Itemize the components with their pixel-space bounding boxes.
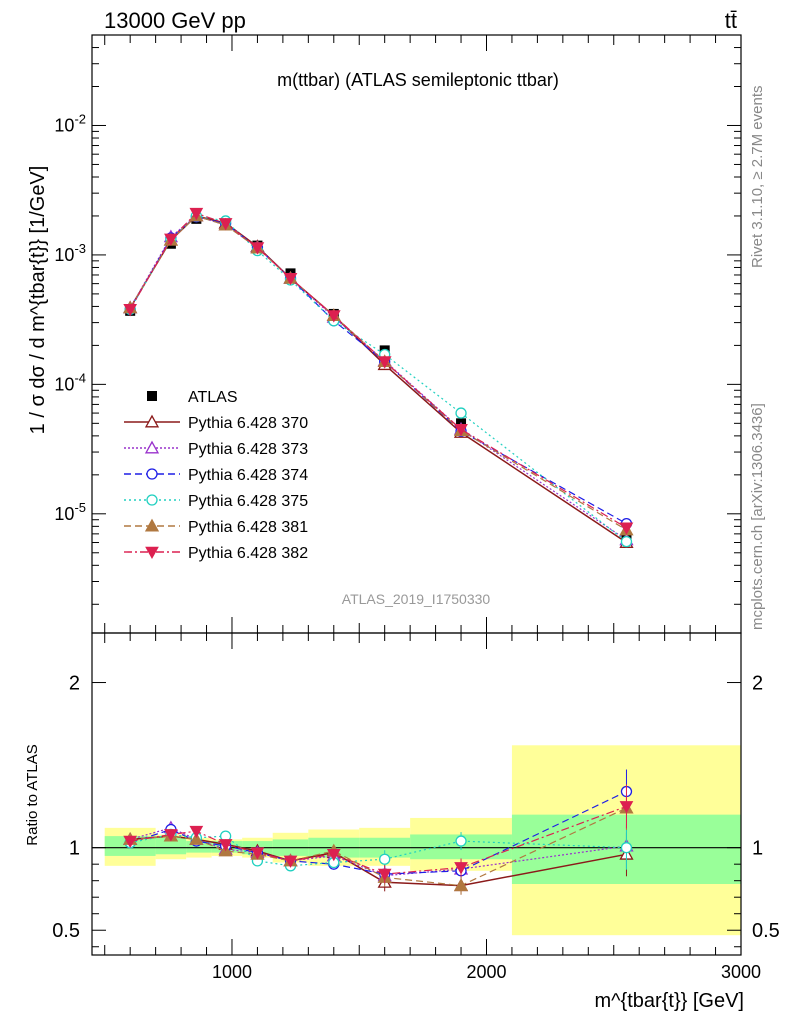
ratio-y-tick-label-right: 0.5 [752, 920, 780, 942]
x-tick-label: 2000 [466, 962, 506, 982]
uncertainty-band-inner [155, 837, 187, 855]
legend-entry: Pythia 6.428 375 [124, 493, 308, 510]
mcplots-label: mcplots.cern.ch [arXiv:1306.3436] [749, 403, 766, 630]
y-tick-label: 10-3 [54, 241, 86, 265]
legend-marker [145, 546, 159, 560]
data-point [620, 535, 633, 548]
ratio-line [130, 835, 627, 887]
y-tick-label: 10-5 [54, 500, 86, 524]
y-tick-label: 10-2 [54, 111, 86, 135]
legend-entry: Pythia 6.428 370 [124, 414, 308, 432]
data-point [189, 207, 204, 221]
data-point [283, 272, 298, 286]
ratio-point [189, 832, 204, 845]
legend-entry: Pythia 6.428 374 [124, 467, 308, 484]
legend-label: ATLAS [188, 389, 238, 406]
ratio-point [620, 842, 633, 854]
legend-marker [144, 414, 160, 428]
legend-label: Pythia 6.428 382 [188, 545, 308, 562]
watermark-label: ATLAS_2019_I1750330 [342, 591, 491, 607]
legend-label: Pythia 6.428 374 [188, 467, 308, 484]
series-line [129, 212, 627, 529]
process-label: tt̄ [725, 8, 737, 33]
legend-marker [144, 518, 160, 532]
main-y-axis-label: 1 / σ dσ / d m^{tbar{t}} [1/GeV] [27, 166, 49, 435]
main-panel: 10-5 10-4 10-3 10-2 m(ttbar) (ATLAS semilep… [27, 34, 742, 634]
ratio-frame [91, 632, 742, 956]
ratio-series-5 [123, 784, 634, 884]
ratio-point [189, 825, 204, 839]
ratio-point [454, 862, 468, 875]
ratio-point [379, 853, 391, 865]
data-point [455, 407, 467, 419]
data-point [164, 233, 178, 246]
legend-entry: Pythia 6.428 373 [124, 440, 308, 458]
ratio-point [283, 855, 298, 868]
ratio-y-axis-label: Ratio to ATLAS [24, 744, 41, 845]
series-line [129, 215, 627, 541]
ratio-point [123, 835, 138, 849]
main-frame [91, 34, 742, 634]
data-point [218, 218, 233, 231]
energy-label: 13000 GeV pp [104, 8, 246, 33]
rivet-label: Rivet 3.1.10, ≥ 2.7M events [749, 86, 766, 269]
data-point [326, 310, 341, 323]
legend-marker [146, 494, 158, 506]
series-line [129, 216, 627, 525]
x-tick-label: 1000 [212, 962, 252, 982]
ratio-point [218, 839, 233, 852]
ratio-point [250, 847, 265, 860]
legend-label: Pythia 6.428 381 [188, 519, 308, 536]
ratio-point [619, 801, 634, 814]
legend-entry: Pythia 6.428 381 [124, 518, 308, 536]
legend-marker [144, 440, 160, 454]
ratio-point [453, 878, 469, 892]
legend-label: Pythia 6.428 373 [188, 441, 308, 458]
ratio-line [130, 827, 627, 877]
legend-label: Pythia 6.428 370 [188, 415, 308, 432]
uncertainty-band-inner [186, 841, 212, 853]
legend: ATLAS Pythia 6.428 370 Pythia 6.428 373 Pyt… [124, 389, 308, 562]
data-point [619, 522, 634, 535]
y-tick-label: 10-4 [54, 370, 86, 394]
series-line [129, 215, 627, 543]
ratio-panel: 0.5 0.5 1 1 2 2 1000 2000 3000 Ratio to ATLAS m^… [24, 632, 780, 1012]
ratio-point [377, 868, 392, 882]
legend-label: Pythia 6.428 375 [188, 493, 308, 510]
series-6 [123, 207, 634, 535]
ratio-line [130, 807, 627, 887]
ratio-point [164, 829, 178, 842]
legend-entry: ATLAS [147, 389, 238, 406]
x-axis-label: m^{tbar{t}} [GeV] [595, 990, 744, 1012]
data-point [377, 356, 392, 369]
ratio-y-tick-label: 0.5 [52, 920, 80, 942]
legend-marker [146, 468, 158, 480]
ratio-y-tick-label-right: 2 [752, 673, 763, 695]
ratio-point [455, 835, 467, 847]
legend-entry: Pythia 6.428 382 [124, 545, 308, 562]
ratio-point [326, 848, 341, 862]
ratio-y-tick-label: 1 [69, 838, 80, 860]
ratio-line [130, 805, 627, 875]
ratio-y-tick-label-right: 1 [752, 838, 763, 860]
legend-marker [147, 391, 157, 401]
data-point [250, 242, 265, 255]
main-title: m(ttbar) (ATLAS semileptonic ttbar) [277, 70, 559, 90]
data-point [123, 304, 138, 317]
data-point [454, 423, 468, 437]
ratio-y-tick-label: 2 [69, 673, 80, 695]
x-tick-label: 3000 [721, 962, 761, 982]
